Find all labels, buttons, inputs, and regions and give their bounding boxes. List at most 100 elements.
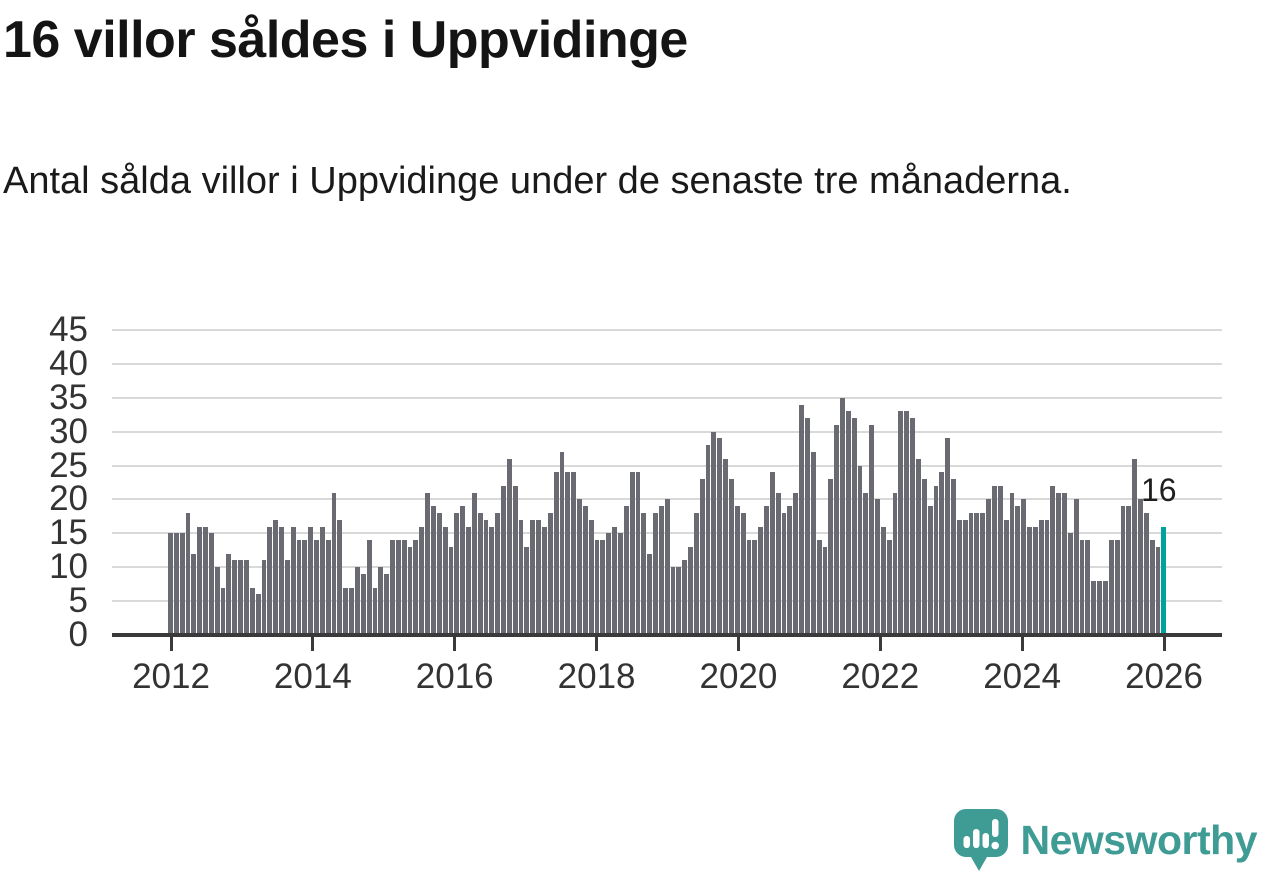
bar — [910, 418, 915, 635]
bar — [804, 418, 810, 635]
bar — [349, 588, 354, 635]
bar — [769, 472, 775, 635]
newsworthy-logo-icon — [953, 809, 1008, 871]
bar — [571, 472, 577, 635]
bar — [1155, 547, 1161, 635]
bar — [693, 513, 699, 635]
bar — [1038, 520, 1044, 635]
bar — [1149, 540, 1155, 635]
bar — [629, 472, 635, 635]
bar — [378, 567, 384, 635]
bar — [325, 540, 331, 635]
bar — [939, 472, 945, 635]
bar — [991, 486, 997, 635]
bar — [489, 527, 495, 635]
bar — [203, 527, 208, 635]
bar — [255, 594, 261, 635]
gridline — [112, 396, 1222, 399]
newsworthy-logo: Newsworthy — [953, 809, 1258, 871]
bar — [179, 533, 185, 635]
y-tick-label: 0 — [68, 615, 88, 654]
y-tick-label: 45 — [49, 310, 88, 349]
highlighted-bar — [1161, 527, 1167, 635]
gridline — [112, 329, 1222, 331]
bar — [781, 513, 787, 635]
bar — [483, 520, 489, 635]
bar — [606, 533, 612, 635]
bar — [232, 560, 238, 635]
bar — [401, 540, 407, 635]
bar — [477, 513, 483, 635]
x-tick — [453, 636, 457, 651]
bar — [331, 493, 337, 635]
bar — [635, 472, 641, 635]
bar — [296, 540, 302, 635]
x-tick-label: 2022 — [841, 657, 920, 696]
bar — [524, 547, 530, 635]
bar — [723, 459, 728, 635]
bar — [968, 513, 974, 635]
y-tick-label: 20 — [49, 479, 88, 519]
bar — [834, 425, 840, 635]
bar — [577, 499, 582, 635]
bar — [238, 560, 243, 635]
bar — [734, 506, 740, 635]
bar — [758, 527, 764, 635]
bar — [641, 513, 647, 635]
bar — [1015, 506, 1021, 635]
bar — [542, 527, 547, 635]
x-tick — [736, 636, 740, 651]
bar — [729, 479, 734, 635]
x-tick-label: 2016 — [415, 657, 494, 696]
bar — [267, 527, 273, 635]
bar — [395, 540, 401, 635]
newsworthy-wordmark: Newsworthy — [1020, 816, 1258, 863]
bar — [360, 574, 366, 635]
bar — [220, 588, 226, 635]
bar — [1009, 493, 1015, 635]
bar — [945, 438, 951, 635]
x-tick — [169, 636, 173, 651]
bar — [390, 540, 395, 635]
bar — [565, 472, 571, 635]
bar — [775, 493, 781, 635]
bar — [501, 486, 506, 635]
x-tick-label: 2020 — [699, 657, 778, 696]
bar — [284, 560, 290, 635]
bar — [916, 459, 921, 635]
bar — [682, 560, 688, 635]
gridline — [112, 430, 1222, 433]
bar — [594, 540, 600, 635]
bar — [880, 527, 886, 635]
y-tick-label: 5 — [68, 581, 88, 621]
bar — [588, 520, 594, 635]
bar — [506, 459, 512, 635]
bar — [1114, 540, 1120, 635]
bar — [343, 588, 349, 635]
bar — [980, 513, 986, 635]
bar — [1021, 499, 1027, 635]
bar — [828, 479, 834, 635]
bar — [460, 506, 466, 635]
bar — [1073, 499, 1079, 635]
gridline — [112, 464, 1222, 467]
x-tick-label: 2012 — [132, 657, 210, 696]
bar — [1120, 506, 1126, 635]
bar — [892, 493, 898, 635]
bar — [647, 554, 653, 635]
chart-subtitle: Antal sålda villor i Uppvidinge under de… — [3, 160, 1072, 202]
bar — [413, 540, 419, 635]
bar — [951, 479, 956, 635]
bar — [956, 520, 962, 635]
bar — [653, 513, 658, 635]
bar — [1126, 506, 1132, 635]
bar — [430, 506, 436, 635]
x-tick — [311, 636, 315, 651]
bar — [1132, 459, 1138, 635]
bar — [869, 425, 875, 635]
bar — [664, 499, 670, 635]
bar — [261, 560, 267, 635]
bar — [787, 506, 793, 635]
bar — [471, 493, 477, 635]
bar — [466, 527, 471, 635]
